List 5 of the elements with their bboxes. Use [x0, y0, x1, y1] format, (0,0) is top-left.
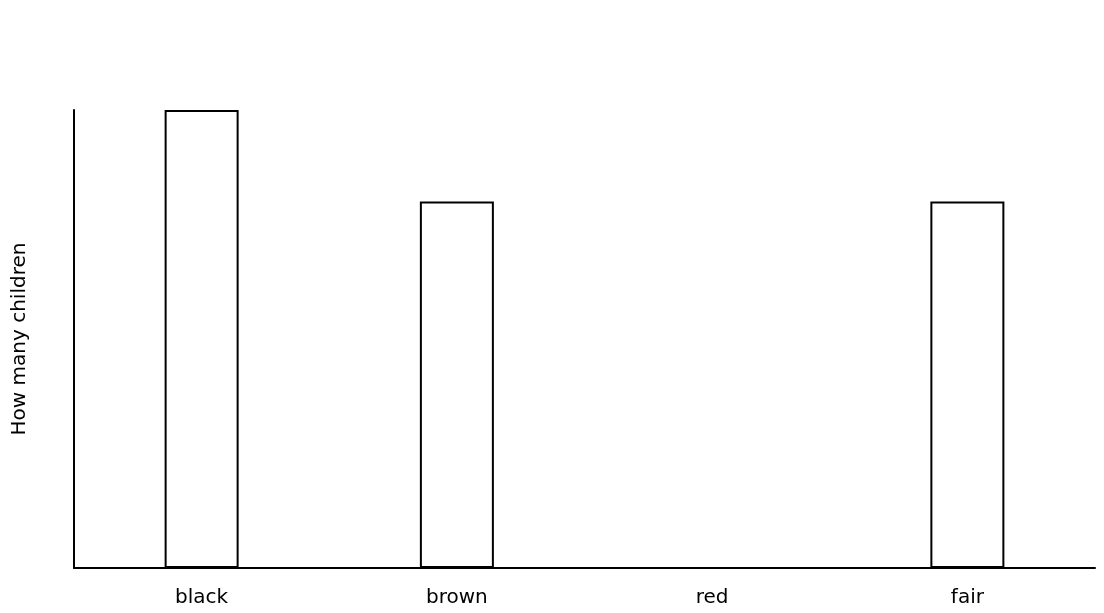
x-tick-label: fair [950, 584, 985, 608]
x-tick-label: black [175, 584, 229, 608]
x-tick-label: brown [426, 584, 488, 608]
y-axis-title: How many children [6, 242, 30, 436]
x-tick-label: red [695, 584, 729, 608]
